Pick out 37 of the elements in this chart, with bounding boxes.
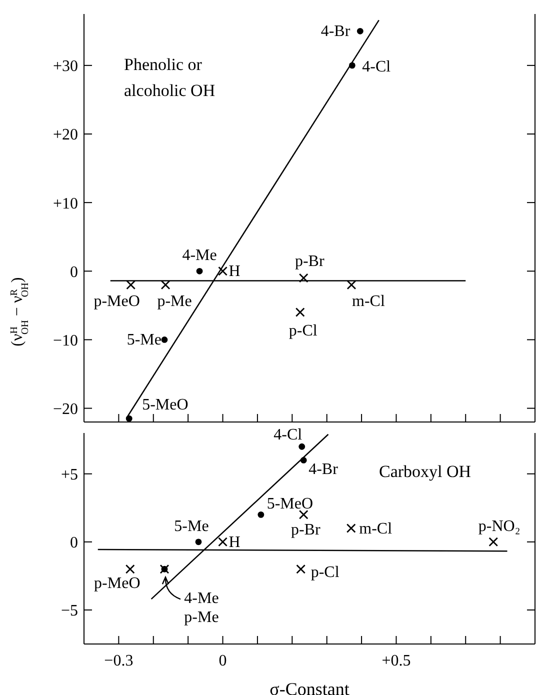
- annotation: p-Br: [290, 522, 321, 539]
- annotation: 4-Me: [182, 247, 217, 264]
- annotation: m-Cl: [359, 520, 393, 538]
- annotation: p-NO₂: [478, 518, 520, 535]
- y-tick-label: +30: [52, 58, 78, 76]
- y-tick-label: −20: [52, 400, 78, 418]
- annotation: p-MeO: [94, 292, 140, 310]
- y-tick-label: +20: [52, 126, 78, 144]
- annotation: 4-Br: [320, 23, 351, 40]
- y-tick-label: 0: [70, 264, 78, 281]
- annotation: 4-Cl: [274, 426, 303, 444]
- x-tick-label: 0: [218, 652, 227, 670]
- annotation: p-Cl: [288, 322, 318, 340]
- annotation: p-MeO: [94, 575, 140, 592]
- annotation: 4-Me p-Me: [184, 590, 219, 626]
- x-axis-title: σ-Constant: [270, 679, 350, 695]
- x-tick-label: −0.3: [104, 652, 134, 670]
- annotation: 4-Cl: [362, 58, 392, 76]
- annotation: H: [228, 534, 241, 551]
- y-tick-label: +5: [60, 466, 78, 484]
- x-tick-label: +0.5: [382, 652, 411, 670]
- annotation: p-Br: [294, 253, 325, 270]
- y-tick-label: 0: [70, 534, 78, 552]
- annotation: 5-MeO: [142, 396, 188, 414]
- annotation: 5-Me: [174, 518, 209, 535]
- annotation: 4-Br: [308, 461, 339, 478]
- annotation: 5-MeO: [266, 496, 314, 513]
- annotation: 5-Me: [126, 332, 162, 349]
- y-tick-label: −10: [52, 332, 78, 350]
- annotation: Phenolic or alcoholic OH: [124, 54, 216, 102]
- annotation: p-Cl: [310, 564, 340, 582]
- annotation: H: [228, 263, 241, 280]
- annotation: p-Me: [157, 292, 192, 310]
- y-tick-label: +10: [52, 195, 78, 212]
- y-tick-label: −5: [60, 602, 78, 620]
- annotation: m-Cl: [352, 292, 386, 310]
- annotation: Carboxyl OH: [379, 461, 472, 483]
